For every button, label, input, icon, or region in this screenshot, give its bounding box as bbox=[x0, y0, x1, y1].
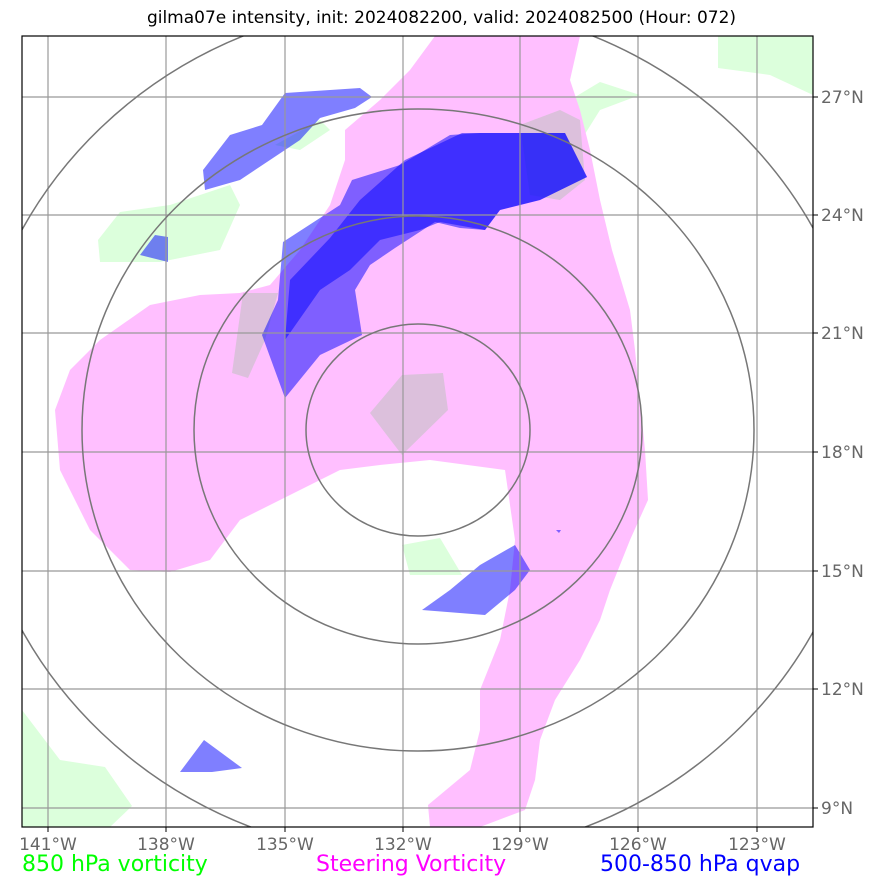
legend-850-vorticity: 850 hPa vorticity bbox=[22, 852, 208, 877]
lat-tick-labels: 27°N 24°N 21°N 18°N 15°N 12°N 9°N bbox=[821, 88, 864, 819]
lon-tick-label: 129°W bbox=[491, 835, 549, 855]
lat-tick-label: 18°N bbox=[821, 443, 864, 463]
lat-tick-label: 21°N bbox=[821, 324, 864, 344]
range-rings bbox=[22, 36, 813, 827]
steering-vorticity-layer bbox=[55, 36, 648, 827]
plot-frame bbox=[21, 35, 814, 828]
qvap-layer bbox=[140, 88, 587, 772]
lon-tick-label: 141°W bbox=[19, 835, 77, 855]
legend-qvap: 500-850 hPa qvap bbox=[600, 852, 801, 877]
range-ring-1 bbox=[305, 323, 531, 537]
lat-tick-label: 24°N bbox=[821, 206, 864, 226]
lat-tick-label: 27°N bbox=[821, 88, 864, 108]
range-ring-2 bbox=[193, 215, 643, 645]
lon-tick-label: 123°W bbox=[728, 835, 786, 855]
lat-tick-label: 9°N bbox=[821, 799, 853, 819]
legend-steering-vorticity: Steering Vorticity bbox=[316, 852, 507, 877]
tick-marks bbox=[47, 96, 818, 832]
lon-tick-label: 132°W bbox=[374, 835, 432, 855]
lon-tick-label: 135°W bbox=[256, 835, 314, 855]
lon-tick-label: 138°W bbox=[137, 835, 195, 855]
lat-tick-label: 15°N bbox=[821, 562, 864, 582]
lon-tick-label: 126°W bbox=[609, 835, 667, 855]
map-title: gilma07e intensity, init: 2024082200, va… bbox=[146, 8, 737, 28]
range-ring-3 bbox=[81, 108, 755, 752]
lon-tick-labels: 141°W 138°W 135°W 132°W 129°W 126°W 123°… bbox=[19, 835, 786, 855]
graticule bbox=[22, 36, 813, 827]
lat-tick-label: 12°N bbox=[821, 680, 864, 700]
